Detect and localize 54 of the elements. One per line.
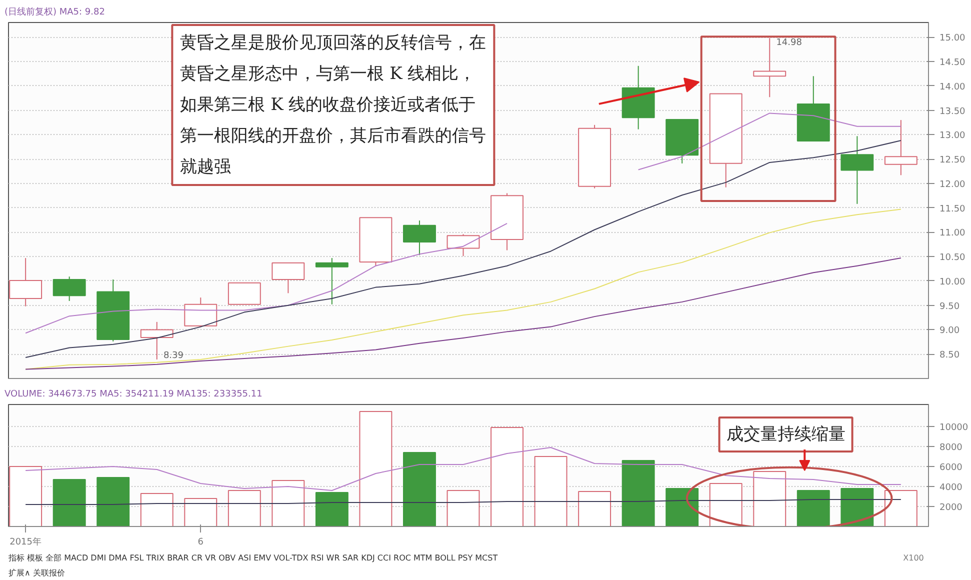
x-tick-label: 6 bbox=[198, 538, 204, 548]
chart-title: VOLUME: 344673.75 MA5: 354211.19 MA135: 233355.11 bbox=[4, 390, 262, 400]
text: 扩展∧ 关联报价 bbox=[8, 568, 65, 578]
annotation: 14.98 bbox=[776, 38, 802, 48]
y-tick-label: 8.50 bbox=[940, 350, 960, 361]
line-series bbox=[25, 258, 902, 370]
bar bbox=[446, 490, 480, 526]
bar bbox=[840, 488, 874, 526]
y-tick-label: 6000 bbox=[940, 463, 963, 473]
bar bbox=[753, 471, 786, 526]
annotation: 成交量持续缩量 bbox=[726, 424, 846, 444]
text: 指标 模板 全部 MACD DMI DMA FSL TRIX BRAR CR VR OBV ASI EMV VOL-TDX RSI WR SAR KDJ CCI ROC MTM BOLL PSY MCST bbox=[8, 554, 498, 562]
bar bbox=[52, 479, 86, 526]
y-tick-label: 10000 bbox=[940, 423, 968, 433]
line-series bbox=[25, 447, 902, 491]
bar bbox=[622, 460, 655, 526]
y-tick-label: 2000 bbox=[940, 503, 963, 513]
y-tick-label: 14.50 bbox=[940, 58, 966, 68]
annotation: 黄昏之星是股价见顶回落的反转信号，在黄昏之星形态中，与第一根 K 线相比，如果第三根 K 线的收盘价接近或者低于第一根阳线的开盘价，其后市看跌的信号就越强 bbox=[180, 32, 486, 177]
bar bbox=[96, 477, 130, 526]
y-tick-label: 14.00 bbox=[940, 82, 966, 92]
y-tick-label: 13.50 bbox=[940, 106, 966, 117]
bar bbox=[228, 490, 261, 526]
bar bbox=[578, 491, 612, 526]
y-tick-label: 9.50 bbox=[940, 302, 960, 312]
bar bbox=[490, 427, 524, 526]
bar bbox=[666, 488, 699, 526]
bar bbox=[534, 456, 568, 526]
y-tick-label: 15.00 bbox=[940, 34, 966, 44]
bar bbox=[140, 493, 174, 526]
x-tick-label: 2015年 bbox=[10, 536, 42, 548]
bar bbox=[796, 490, 830, 526]
y-tick-label: 9.00 bbox=[940, 326, 960, 336]
text: X100 bbox=[903, 554, 924, 562]
bar bbox=[884, 490, 918, 526]
bar bbox=[709, 483, 742, 526]
bar bbox=[9, 466, 42, 526]
y-tick-label: 10.00 bbox=[940, 277, 966, 288]
bar bbox=[359, 411, 392, 526]
bar bbox=[403, 452, 436, 526]
y-tick-label: 11.50 bbox=[940, 204, 966, 214]
y-tick-label: 8000 bbox=[940, 443, 963, 453]
bar bbox=[184, 498, 218, 526]
y-tick-label: 4000 bbox=[940, 483, 963, 493]
y-tick-label: 13.00 bbox=[940, 131, 966, 142]
y-tick-label: 11.00 bbox=[940, 228, 966, 239]
y-tick-label: 12.00 bbox=[940, 180, 966, 190]
chart-title: (日线前复权) MA5: 9.82 bbox=[4, 6, 105, 18]
candlestick bbox=[315, 258, 348, 305]
y-tick-label: 12.50 bbox=[940, 156, 966, 166]
y-tick-label: 10.50 bbox=[940, 253, 966, 264]
bar bbox=[272, 480, 305, 526]
bar bbox=[315, 492, 348, 526]
annotation: 8.39 bbox=[163, 350, 184, 361]
